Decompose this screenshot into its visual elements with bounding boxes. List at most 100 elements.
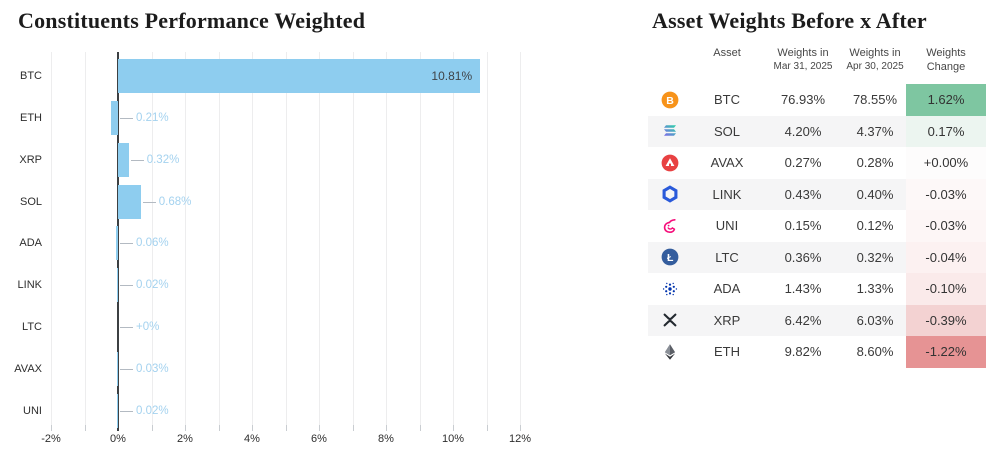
gridline (419, 52, 421, 425)
weights-table-body: B BTC 76.93% 78.55% 1.62% SOL 4.20% 4.37% 0.17% A… (648, 84, 986, 368)
weight-after-value: 0.12% (844, 210, 906, 242)
weight-before-value: 1.43% (762, 273, 844, 305)
weight-before-value: 0.15% (762, 210, 844, 242)
gridline (319, 52, 320, 425)
gridline (185, 52, 186, 425)
asset-icon-cell (648, 210, 692, 242)
bar-eth (110, 100, 118, 135)
chart-title: Constituents Performance Weighted (18, 8, 366, 33)
gridline (84, 52, 86, 425)
col-header-icon (648, 46, 692, 74)
axis-tick (386, 425, 387, 431)
weight-before-value: 6.42% (762, 304, 844, 336)
weights-change-cell: -0.03% (906, 178, 986, 210)
x-axis-tick-label: 0% (110, 433, 126, 445)
gridline (252, 52, 253, 425)
asset-ticker: BTC (692, 84, 762, 116)
y-axis-category-label: LINK (17, 279, 42, 292)
weights-change-cell: 0.17% (906, 115, 986, 147)
x-axis-tick-label: 8% (378, 433, 394, 445)
x-axis-tick-label: 12% (508, 433, 532, 445)
weights-change-cell: -0.04% (906, 241, 986, 273)
col-header-weights-change: Weights Change (926, 47, 966, 73)
axis-tick (319, 425, 320, 431)
axis-tick (486, 425, 488, 431)
weight-after-value: 0.28% (844, 147, 906, 179)
weights-change-cell: -0.03% (906, 210, 986, 242)
table-row-ltc: Ł LTC 0.36% 0.32% -0.04% (648, 241, 986, 273)
asset-icon-cell: Ł (648, 241, 692, 273)
eth-icon (660, 342, 680, 362)
asset-icon-cell (648, 147, 692, 179)
gridline (386, 52, 387, 425)
axis-tick (218, 425, 220, 431)
weight-before-value: 0.27% (762, 147, 844, 179)
label-leader-line (120, 410, 133, 412)
weight-after-value: 6.03% (844, 304, 906, 336)
weights-change-cell: 1.62% (906, 84, 986, 116)
table-header-row: Asset Weights in Mar 31, 2025 Weights in… (648, 46, 986, 74)
axis-tick (84, 425, 86, 431)
bar-link (117, 268, 118, 303)
asset-ticker: AVAX (692, 147, 762, 179)
label-leader-line (120, 117, 133, 119)
table-row-eth: ETH 9.82% 8.60% -1.22% (648, 336, 986, 368)
weight-before-value: 0.36% (762, 241, 844, 273)
y-axis-category-label: ADA (19, 237, 42, 250)
y-axis-category-label: ETH (20, 111, 42, 124)
bar-value-label: 0.21% (136, 111, 169, 124)
link-icon (660, 184, 680, 204)
table-title: Asset Weights Before x After (652, 8, 927, 33)
gridline (151, 52, 153, 425)
weight-after-value: 0.32% (844, 241, 906, 273)
bar-value-label: 0.32% (146, 153, 180, 166)
bar-uni (117, 393, 118, 428)
axis-tick (151, 425, 153, 431)
xrp-icon (660, 310, 680, 330)
axis-tick (51, 425, 52, 431)
x-axis-tick-label: 2% (177, 433, 193, 445)
weight-after-value: 4.37% (844, 115, 906, 147)
axis-tick (252, 425, 253, 431)
asset-icon-cell (648, 115, 692, 147)
gridline (520, 52, 521, 425)
axis-tick (520, 425, 521, 431)
table-row-xrp: XRP 6.42% 6.03% -0.39% (648, 304, 986, 336)
gridline (453, 52, 454, 425)
asset-ticker: ADA (692, 273, 762, 305)
label-leader-line (130, 159, 144, 161)
weights-change-cell: -0.39% (906, 304, 986, 336)
weight-after-value: 1.33% (844, 273, 906, 305)
bar-sol (118, 184, 141, 219)
performance-chart-panel: Constituents Performance Weighted -2% 0% 2… (14, 8, 532, 445)
bar-value-label: +0% (136, 321, 160, 334)
weight-before-value: 9.82% (762, 336, 844, 368)
weights-change-cell: -0.10% (906, 273, 986, 305)
axis-tick (185, 425, 186, 431)
weight-after-value: 8.60% (844, 336, 906, 368)
x-axis-tick-label: 4% (244, 433, 260, 445)
asset-ticker: LINK (692, 178, 762, 210)
bar-value-label: 0.03% (136, 362, 169, 375)
bar-value-label: 10.81% (431, 69, 473, 83)
asset-icon-cell (648, 336, 692, 368)
weight-after-value: 0.40% (844, 178, 906, 210)
label-leader-line (142, 201, 156, 203)
y-axis-category-label: AVAX (14, 362, 42, 375)
col-header-weights-before: Weights in Mar 31, 2025 (773, 47, 833, 72)
gridline (486, 52, 488, 425)
avax-icon (660, 153, 680, 173)
bar-btc (118, 59, 481, 93)
gridline (51, 52, 52, 425)
bar-xrp (118, 142, 129, 177)
ltc-icon: Ł (660, 247, 680, 267)
asset-ticker: UNI (692, 210, 762, 242)
weight-before-value: 0.43% (762, 178, 844, 210)
weights-change-cell: -1.22% (906, 336, 986, 368)
svg-text:Ł: Ł (667, 252, 674, 264)
svg-text:B: B (666, 95, 674, 107)
asset-icon-cell: B (648, 84, 692, 116)
asset-ticker: SOL (692, 115, 762, 147)
table-row-link: LINK 0.43% 0.40% -0.03% (648, 178, 986, 210)
